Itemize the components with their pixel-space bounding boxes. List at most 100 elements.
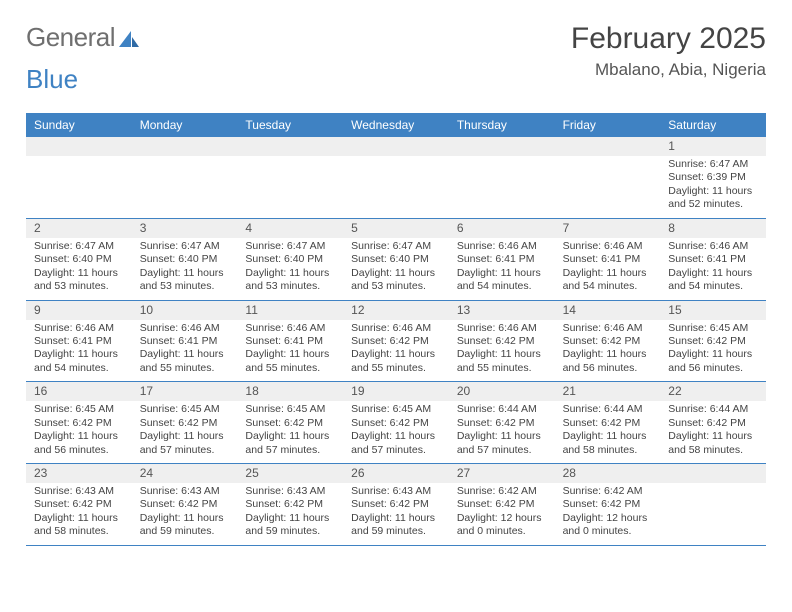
- day-number: 16: [26, 382, 132, 401]
- day-info-line: Sunset: 6:41 PM: [245, 335, 335, 348]
- day-body: Sunrise: 6:45 AMSunset: 6:42 PMDaylight:…: [132, 401, 238, 463]
- day-info-line: Daylight: 11 hours and 59 minutes.: [140, 512, 230, 539]
- day-number: 2: [26, 219, 132, 238]
- day-header: Wednesday: [343, 113, 449, 137]
- day-info-line: Sunrise: 6:43 AM: [245, 485, 335, 498]
- day-info-line: Daylight: 11 hours and 59 minutes.: [351, 512, 441, 539]
- day-info-line: Sunrise: 6:43 AM: [140, 485, 230, 498]
- day-info-line: Sunrise: 6:45 AM: [34, 403, 124, 416]
- week: 232425262728Sunrise: 6:43 AMSunset: 6:42…: [26, 464, 766, 546]
- day-body: Sunrise: 6:45 AMSunset: 6:42 PMDaylight:…: [237, 401, 343, 463]
- day-info-line: Sunrise: 6:45 AM: [351, 403, 441, 416]
- week: 9101112131415Sunrise: 6:46 AMSunset: 6:4…: [26, 301, 766, 383]
- day-number-band: 9101112131415: [26, 301, 766, 320]
- day-info-line: Daylight: 12 hours and 0 minutes.: [457, 512, 547, 539]
- day-info-line: Sunset: 6:42 PM: [563, 417, 653, 430]
- logo: General: [26, 22, 141, 53]
- day-info-line: Sunset: 6:42 PM: [457, 335, 547, 348]
- day-number: [449, 137, 555, 156]
- day-info-line: Sunrise: 6:43 AM: [34, 485, 124, 498]
- day-body: Sunrise: 6:46 AMSunset: 6:42 PMDaylight:…: [555, 320, 661, 382]
- day-header: Tuesday: [237, 113, 343, 137]
- day-info-line: Sunset: 6:42 PM: [140, 417, 230, 430]
- day-info-line: Sunset: 6:40 PM: [351, 253, 441, 266]
- day-body: Sunrise: 6:44 AMSunset: 6:42 PMDaylight:…: [660, 401, 766, 463]
- logo-sail-icon: [117, 29, 141, 49]
- day-info-line: Daylight: 11 hours and 57 minutes.: [351, 430, 441, 457]
- day-info-line: Daylight: 11 hours and 54 minutes.: [668, 267, 758, 294]
- day-number: [26, 137, 132, 156]
- day-info-line: Daylight: 11 hours and 55 minutes.: [245, 348, 335, 375]
- day-number: 14: [555, 301, 661, 320]
- day-header-row: SundayMondayTuesdayWednesdayThursdayFrid…: [26, 113, 766, 137]
- day-info-line: Sunrise: 6:45 AM: [245, 403, 335, 416]
- day-number: 21: [555, 382, 661, 401]
- day-info-line: Sunrise: 6:47 AM: [351, 240, 441, 253]
- day-info-line: Sunrise: 6:47 AM: [245, 240, 335, 253]
- day-body: [449, 156, 555, 218]
- day-number: 25: [237, 464, 343, 483]
- day-info-line: Sunset: 6:42 PM: [457, 498, 547, 511]
- calendar-page: General February 2025 Mbalano, Abia, Nig…: [0, 0, 792, 556]
- day-info-line: Sunset: 6:42 PM: [351, 417, 441, 430]
- day-info-line: Sunset: 6:42 PM: [457, 417, 547, 430]
- week: 16171819202122Sunrise: 6:45 AMSunset: 6:…: [26, 382, 766, 464]
- day-info-line: Sunset: 6:42 PM: [351, 335, 441, 348]
- day-info-line: Daylight: 12 hours and 0 minutes.: [563, 512, 653, 539]
- week: 2345678Sunrise: 6:47 AMSunset: 6:40 PMDa…: [26, 219, 766, 301]
- day-number-band: 232425262728: [26, 464, 766, 483]
- day-info-line: Sunrise: 6:44 AM: [457, 403, 547, 416]
- day-body: [132, 156, 238, 218]
- day-body: Sunrise: 6:46 AMSunset: 6:41 PMDaylight:…: [237, 320, 343, 382]
- day-info-line: Sunrise: 6:46 AM: [351, 322, 441, 335]
- day-info-line: Daylight: 11 hours and 59 minutes.: [245, 512, 335, 539]
- day-body: [26, 156, 132, 218]
- day-info-line: Sunset: 6:40 PM: [140, 253, 230, 266]
- day-info-line: Sunrise: 6:46 AM: [668, 240, 758, 253]
- day-header: Saturday: [660, 113, 766, 137]
- day-number: 23: [26, 464, 132, 483]
- day-body: Sunrise: 6:42 AMSunset: 6:42 PMDaylight:…: [449, 483, 555, 545]
- day-info-line: Sunrise: 6:47 AM: [34, 240, 124, 253]
- day-number: 10: [132, 301, 238, 320]
- day-info-line: Sunrise: 6:42 AM: [563, 485, 653, 498]
- day-info-line: Sunset: 6:40 PM: [34, 253, 124, 266]
- day-info-line: Sunset: 6:42 PM: [34, 498, 124, 511]
- day-body-band: Sunrise: 6:45 AMSunset: 6:42 PMDaylight:…: [26, 401, 766, 463]
- day-info-line: Sunset: 6:39 PM: [668, 171, 758, 184]
- day-info-line: Sunrise: 6:45 AM: [668, 322, 758, 335]
- day-info-line: Sunset: 6:42 PM: [140, 498, 230, 511]
- weeks-container: 1Sunrise: 6:47 AMSunset: 6:39 PMDaylight…: [26, 137, 766, 546]
- day-info-line: Sunset: 6:42 PM: [668, 417, 758, 430]
- day-body: Sunrise: 6:45 AMSunset: 6:42 PMDaylight:…: [26, 401, 132, 463]
- day-body: Sunrise: 6:42 AMSunset: 6:42 PMDaylight:…: [555, 483, 661, 545]
- day-header: Thursday: [449, 113, 555, 137]
- day-info-line: Daylight: 11 hours and 58 minutes.: [34, 512, 124, 539]
- day-info-line: Sunrise: 6:44 AM: [668, 403, 758, 416]
- day-number: 19: [343, 382, 449, 401]
- day-number: [660, 464, 766, 483]
- day-body: Sunrise: 6:46 AMSunset: 6:41 PMDaylight:…: [449, 238, 555, 300]
- day-number: 5: [343, 219, 449, 238]
- day-info-line: Daylight: 11 hours and 56 minutes.: [563, 348, 653, 375]
- day-info-line: Sunrise: 6:46 AM: [245, 322, 335, 335]
- day-info-line: Sunset: 6:41 PM: [34, 335, 124, 348]
- day-info-line: Sunrise: 6:46 AM: [563, 322, 653, 335]
- logo-text-blue: Blue: [26, 64, 78, 94]
- day-body-band: Sunrise: 6:47 AMSunset: 6:39 PMDaylight:…: [26, 156, 766, 218]
- day-number: [343, 137, 449, 156]
- day-number: 3: [132, 219, 238, 238]
- day-number: [237, 137, 343, 156]
- day-number: 8: [660, 219, 766, 238]
- day-body: [555, 156, 661, 218]
- day-body: Sunrise: 6:45 AMSunset: 6:42 PMDaylight:…: [343, 401, 449, 463]
- day-body: [660, 483, 766, 545]
- day-info-line: Daylight: 11 hours and 58 minutes.: [668, 430, 758, 457]
- day-info-line: Sunset: 6:41 PM: [563, 253, 653, 266]
- day-info-line: Sunset: 6:40 PM: [245, 253, 335, 266]
- day-info-line: Daylight: 11 hours and 55 minutes.: [140, 348, 230, 375]
- day-body: Sunrise: 6:46 AMSunset: 6:42 PMDaylight:…: [449, 320, 555, 382]
- day-info-line: Daylight: 11 hours and 56 minutes.: [668, 348, 758, 375]
- day-info-line: Daylight: 11 hours and 56 minutes.: [34, 430, 124, 457]
- day-number: 1: [660, 137, 766, 156]
